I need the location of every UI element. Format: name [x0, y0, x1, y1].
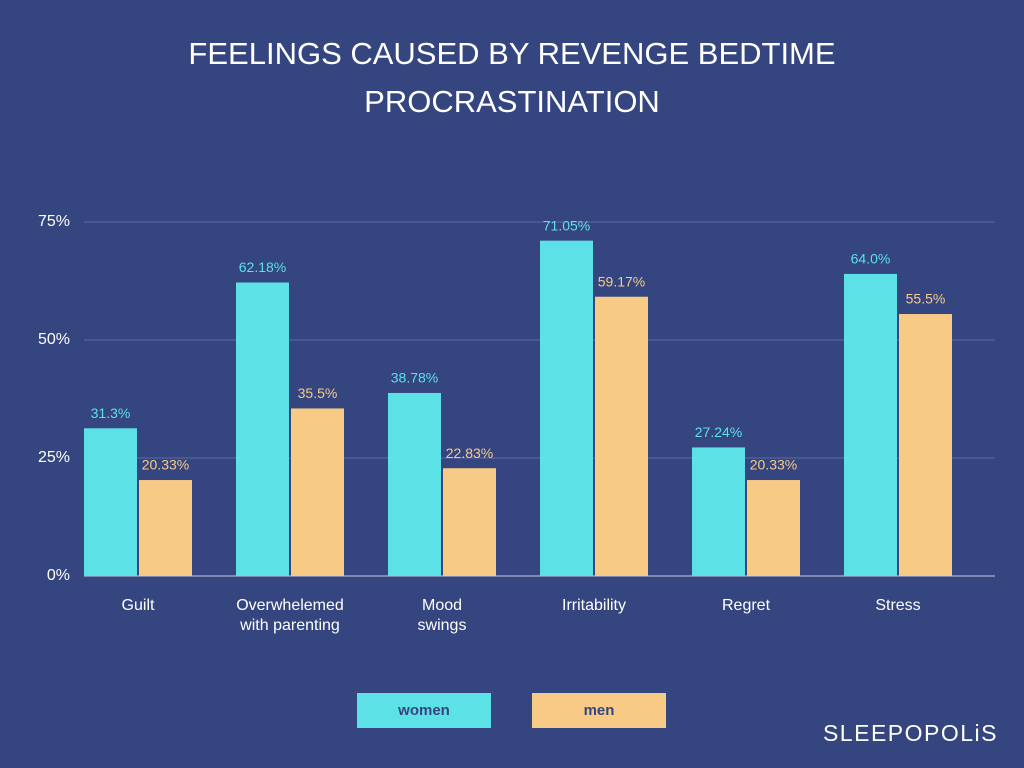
value-label: 55.5%: [906, 291, 946, 307]
value-label: 64.0%: [851, 251, 891, 267]
legend-item: men: [532, 693, 666, 728]
value-label: 38.78%: [391, 370, 438, 386]
x-tick-label: Mood swings: [417, 597, 467, 634]
value-label: 27.24%: [695, 424, 742, 440]
legend-item: women: [357, 693, 491, 728]
x-tick-label: Overwhelemed with parenting: [236, 597, 344, 634]
brand-logo: SLEEPOPOLiS: [822, 720, 998, 746]
bar: [747, 480, 800, 576]
value-label: 20.33%: [750, 457, 797, 473]
value-label: 59.17%: [598, 273, 645, 289]
bar: [236, 282, 289, 576]
x-tick-label: Regret: [721, 597, 771, 614]
x-tick-label: Irritability: [561, 597, 627, 614]
bar: [692, 447, 745, 576]
bar: [291, 408, 344, 576]
bar: [595, 296, 648, 576]
y-tick-label: 0%: [47, 567, 70, 584]
value-label: 20.33%: [142, 457, 189, 473]
value-label: 71.05%: [543, 217, 590, 233]
x-tick-label: Guilt: [121, 597, 155, 614]
chart-title: FEELINGS CAUSED BY REVENGE BEDTIME PROCR…: [188, 36, 836, 119]
y-tick-label: 75%: [38, 213, 70, 230]
bar: [844, 273, 897, 576]
value-label: 31.3%: [91, 405, 131, 421]
bar: [139, 480, 192, 576]
x-tick-label: Stress: [875, 597, 921, 614]
y-tick-label: 50%: [38, 331, 70, 348]
value-label: 22.83%: [446, 445, 493, 461]
bar: [84, 428, 137, 576]
value-label: 35.5%: [298, 385, 338, 401]
bar: [540, 240, 593, 577]
value-label: 62.18%: [239, 259, 286, 275]
bar: [899, 314, 952, 576]
y-tick-label: 25%: [38, 449, 70, 466]
bar: [443, 468, 496, 576]
bar: [388, 392, 441, 576]
